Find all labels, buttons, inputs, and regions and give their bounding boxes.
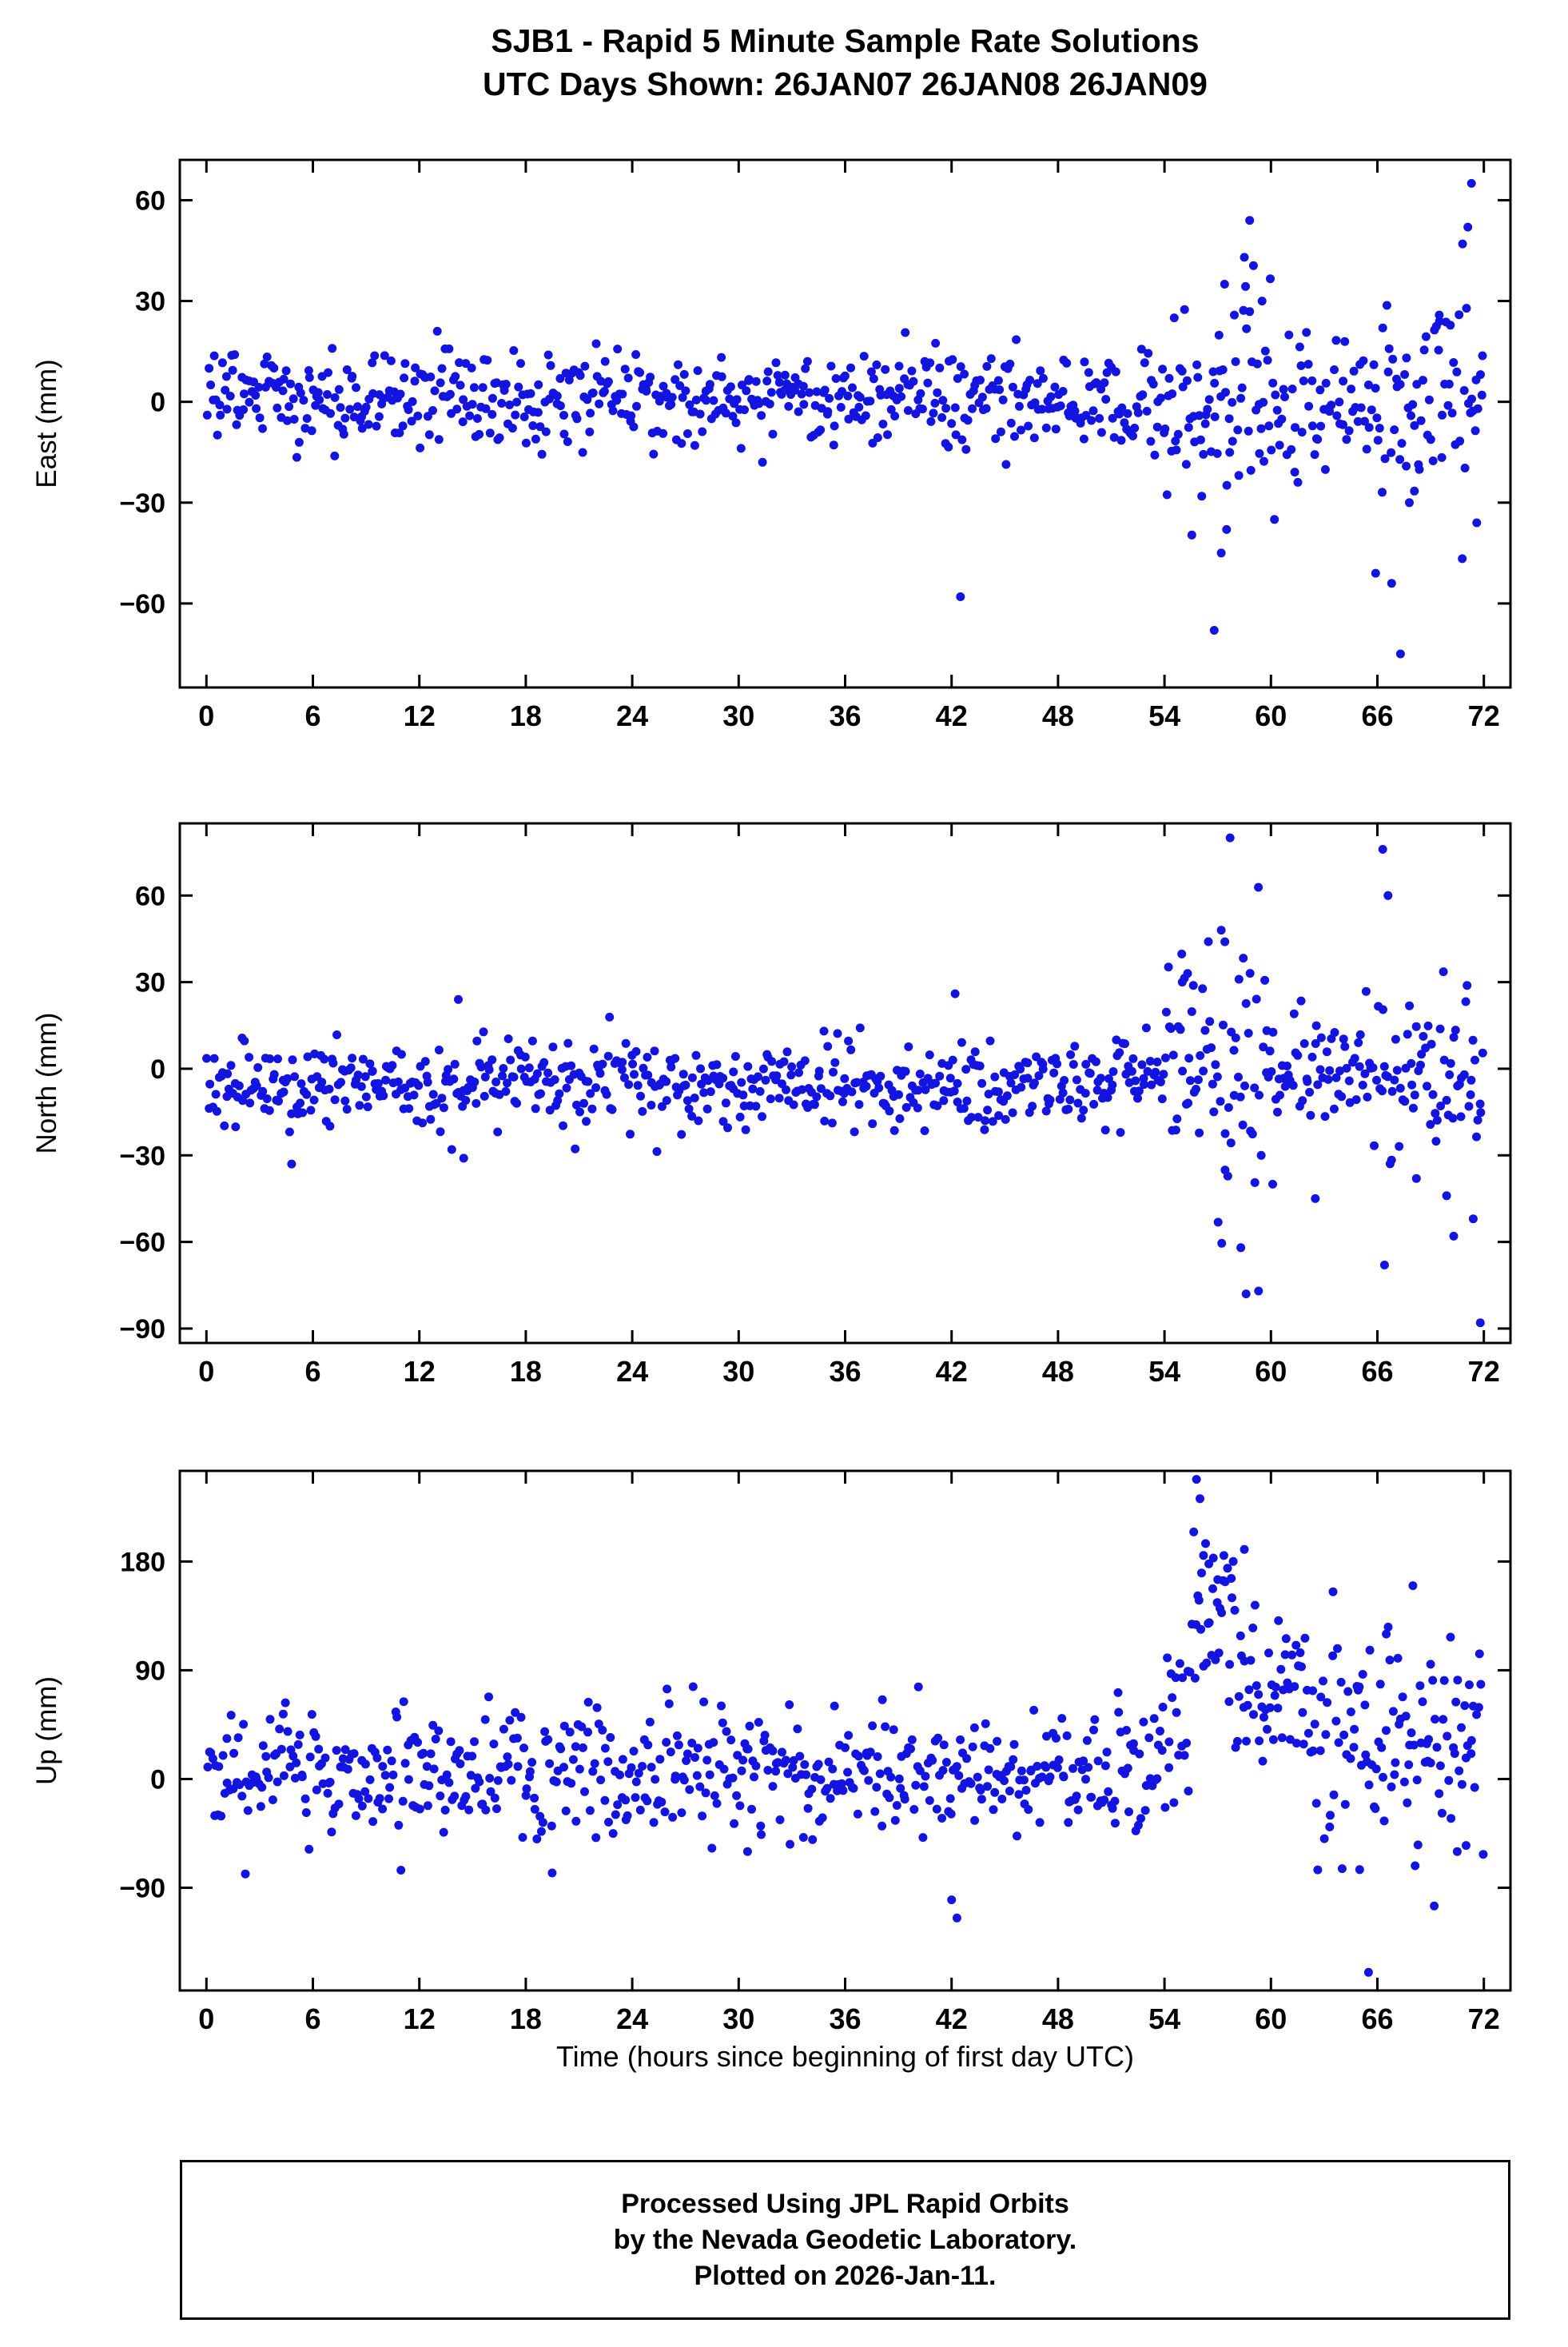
y-tick-label: 0 <box>150 388 165 418</box>
chart-title-line1: SJB1 - Rapid 5 Minute Sample Rate Soluti… <box>491 22 1200 59</box>
x-tick-label: 18 <box>510 2002 542 2035</box>
chart-title: SJB1 - Rapid 5 Minute Sample Rate Soluti… <box>180 19 1510 106</box>
x-tick-label: 54 <box>1148 1355 1180 1388</box>
x-tick-label: 24 <box>616 1355 648 1388</box>
y-tick-label: 60 <box>135 185 165 216</box>
x-tick-label: 24 <box>616 2002 648 2035</box>
x-tick-label: 36 <box>829 2002 861 2035</box>
y-tick-label: 30 <box>135 287 165 317</box>
x-tick-label: 60 <box>1255 1355 1287 1388</box>
x-tick-label: 66 <box>1361 699 1393 732</box>
x-tick-label: 60 <box>1255 2002 1287 2035</box>
scatter-points-north <box>202 833 1487 1328</box>
x-tick-label: 30 <box>722 1355 754 1388</box>
x-tick-label: 12 <box>404 1355 436 1388</box>
x-tick-label: 18 <box>510 1355 542 1388</box>
x-tick-label: 48 <box>1042 1355 1074 1388</box>
x-tick-label: 24 <box>616 699 648 732</box>
y-tick-label: 0 <box>150 1764 165 1795</box>
scatter-points-east <box>202 178 1487 659</box>
x-tick-label: 60 <box>1255 699 1287 732</box>
x-tick-label: 30 <box>722 699 754 732</box>
x-axis-label: Time (hours since beginning of first day… <box>556 2040 1134 2073</box>
x-tick-label: 48 <box>1042 2002 1074 2035</box>
chart-title-line2: UTC Days Shown: 26JAN07 26JAN08 26JAN09 <box>483 66 1208 102</box>
panel-frame <box>178 1469 1512 1992</box>
y-tick-label: −90 <box>119 1874 165 1904</box>
y-axis-label: East (mm) <box>31 359 62 488</box>
x-tick-label: 66 <box>1361 1355 1393 1388</box>
y-axis-label: Up (mm) <box>31 1676 62 1785</box>
y-tick-label: 0 <box>150 1054 165 1085</box>
x-tick-label: 48 <box>1042 699 1074 732</box>
x-tick-label: 12 <box>404 2002 436 2035</box>
x-tick-label: 0 <box>198 1355 214 1388</box>
x-tick-label: 72 <box>1468 1355 1500 1388</box>
x-tick-label: 54 <box>1148 2002 1180 2035</box>
x-tick-label: 42 <box>936 699 968 732</box>
panel-frame <box>178 158 1512 689</box>
y-tick-label: 180 <box>120 1547 165 1577</box>
y-axis-label: North (mm) <box>31 1013 62 1154</box>
y-tick-label: 90 <box>135 1656 165 1686</box>
x-tick-label: 6 <box>304 1355 320 1388</box>
x-tick-label: 6 <box>304 2002 320 2035</box>
x-tick-label: 0 <box>198 699 214 732</box>
timeseries-chart: 0 6 12 18 24 30 36 42 48 54 60 66 72−60−3003060East … <box>31 158 1512 2073</box>
x-tick-label: 0 <box>198 2002 214 2035</box>
y-tick-label: 30 <box>135 968 165 998</box>
processing-note-line1: Processed Using JPL Rapid Orbits <box>621 2188 1069 2219</box>
x-tick-label: 36 <box>829 699 861 732</box>
x-tick-label: 36 <box>829 1355 861 1388</box>
y-tick-label: −30 <box>119 488 165 519</box>
processing-note-box: Processed Using JPL Rapid Orbits by the … <box>180 2160 1510 2320</box>
scatter-points-up <box>203 1475 1488 1977</box>
x-tick-label: 72 <box>1468 2002 1500 2035</box>
y-tick-label: −30 <box>119 1141 165 1171</box>
x-tick-label: 18 <box>510 699 542 732</box>
x-tick-label: 72 <box>1468 699 1500 732</box>
x-tick-label: 6 <box>304 699 320 732</box>
processing-note-line3: Plotted on 2026-Jan-11. <box>694 2260 997 2291</box>
x-tick-label: 12 <box>404 699 436 732</box>
x-tick-label: 42 <box>936 1355 968 1388</box>
y-tick-label: −60 <box>119 589 165 620</box>
x-tick-label: 66 <box>1361 2002 1393 2035</box>
processing-note-line2: by the Nevada Geodetic Laboratory. <box>613 2224 1077 2255</box>
x-tick-label: 54 <box>1148 699 1180 732</box>
y-tick-label: −90 <box>119 1314 165 1345</box>
panel-frame <box>178 822 1512 1345</box>
x-tick-label: 42 <box>936 2002 968 2035</box>
y-tick-label: 60 <box>135 881 165 911</box>
x-tick-label: 30 <box>722 2002 754 2035</box>
y-tick-label: −60 <box>119 1228 165 1258</box>
